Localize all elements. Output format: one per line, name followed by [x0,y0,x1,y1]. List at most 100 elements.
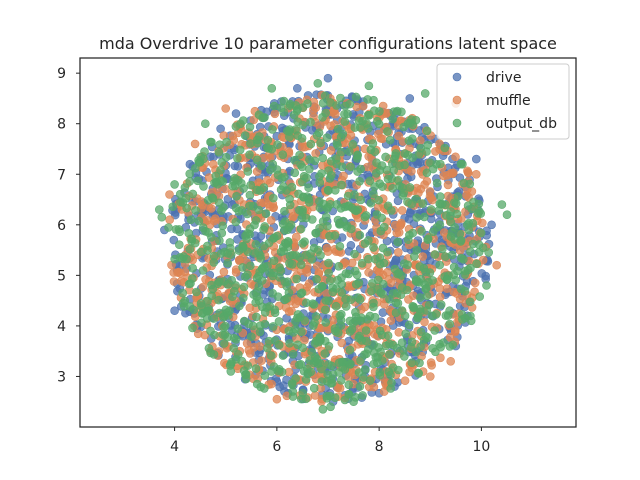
point-muffle [311,149,321,158]
chart-title: mda Overdrive 10 parameter configuration… [99,34,557,53]
point-output_db [252,312,261,322]
point-output_db [459,254,468,264]
point-output_db [246,261,255,271]
point-output_db [199,182,208,191]
point-output_db [209,314,218,323]
point-output_db [428,343,437,353]
point-output_db [252,155,262,165]
point-output_db [302,364,312,374]
point-muffle [418,252,428,261]
point-output_db [325,200,335,209]
point-output_db [381,341,391,351]
point-output_db [280,206,289,216]
point-output_db [235,301,244,311]
point-output_db [155,205,164,214]
point-output_db [445,319,455,329]
point-output_db [317,282,327,291]
point-output_db [436,300,446,309]
point-output_db [190,238,200,248]
point-output_db [400,311,410,321]
point-output_db [378,279,388,289]
x-tick-label: 4 [170,439,179,455]
point-output_db [268,125,277,134]
point-output_db [440,143,450,153]
point-output_db [256,161,266,171]
point-muffle [339,171,348,181]
point-output_db [497,200,507,209]
point-output_db [278,150,288,159]
point-output_db [293,340,303,350]
point-muffle [394,131,404,141]
point-output_db [279,172,289,182]
point-output_db [475,292,485,301]
point-muffle [470,278,480,288]
point-output_db [188,189,198,199]
point-output_db [315,203,325,213]
point-output_db [230,173,239,183]
point-output_db [405,118,415,128]
point-output_db [341,302,351,311]
point-output_db [389,166,399,175]
point-output_db [184,228,193,238]
point-output_db [185,302,195,311]
point-output_db [210,330,219,340]
point-output_db [372,158,381,167]
point-output_db [246,180,255,190]
point-output_db [321,108,330,118]
point-output_db [423,333,433,343]
point-output_db [411,194,421,204]
point-output_db [192,287,201,297]
point-output_db [255,132,264,141]
point-output_db [257,276,267,285]
point-muffle [242,339,252,348]
point-output_db [442,275,452,285]
y-tick-label: 7 [57,167,66,183]
point-output_db [318,98,328,108]
point-output_db [186,215,196,224]
point-output_db [458,315,467,324]
point-output_db [369,106,379,115]
point-output_db [439,338,448,347]
point-output_db [211,171,221,181]
point-output_db [324,258,333,268]
point-output_db [374,119,384,129]
point-output_db [387,174,397,183]
point-output_db [417,227,426,236]
point-output_db [428,164,438,174]
point-muffle [451,152,460,162]
point-output_db [219,277,229,286]
point-output_db [430,250,440,259]
point-output_db [369,302,378,312]
point-output_db [223,258,232,268]
point-output_db [299,193,309,202]
point-muffle [267,379,276,389]
point-output_db [260,319,270,329]
point-output_db [502,210,512,219]
point-output_db [293,310,303,319]
point-muffle [263,176,272,185]
point-output_db [326,402,335,412]
y-tick-label: 8 [57,117,66,133]
point-output_db [447,250,457,260]
point-muffle [173,268,182,277]
point-output_db [273,140,282,149]
point-output_db [207,233,216,242]
point-output_db [188,263,197,273]
point-output_db [185,244,195,254]
point-output_db [306,117,315,127]
point-output_db [379,258,389,268]
point-output_db [354,368,364,377]
point-output_db [194,216,204,226]
point-output_db [243,167,253,176]
point-output_db [424,300,434,310]
legend: drive muffle output_db [436,63,570,140]
point-output_db [269,101,279,111]
point-output_db [202,306,212,316]
point-output_db [296,260,306,270]
point-output_db [393,365,403,375]
point-output_db [251,364,261,373]
point-output_db [170,180,179,189]
point-output_db [474,247,484,257]
point-muffle [455,294,465,304]
point-output_db [188,323,197,333]
